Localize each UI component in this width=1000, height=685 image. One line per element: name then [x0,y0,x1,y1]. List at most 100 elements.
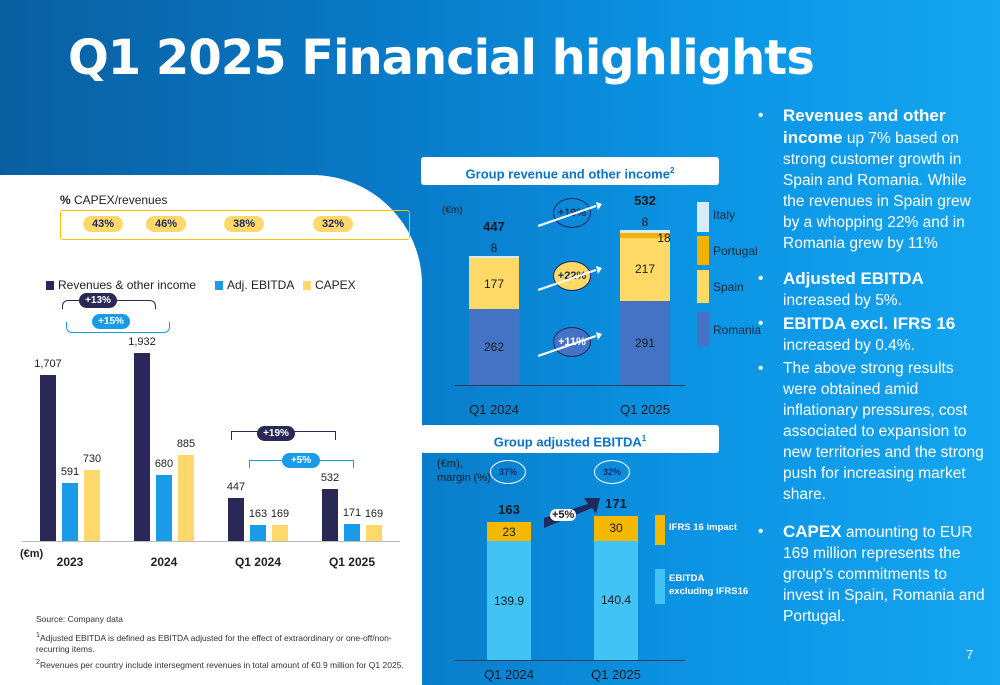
segment-label-romania-q1-2024: 262 [483,340,505,355]
value-label-adj-ebitda-2024: 680 [154,457,174,470]
capex-ratio-2023: 43% [83,216,123,232]
value-label-adj-ebitda-q1-2024: 163 [248,508,268,521]
margin-q1-2024: 37% [490,460,526,484]
total-label-q1-2025: 171 [605,495,627,511]
growth-ebitda-q1: +5% [282,453,320,468]
segment-label-italy-q1-2024: 8 [490,240,498,255]
growth-revenue-2024: +13% [79,293,117,308]
bar-capex-q1-2025 [366,524,382,541]
stack-ifrs-16-impact-q1-2025 [594,515,638,541]
bar-revenues-other-income-2023 [40,374,56,541]
stack-romania-q1-2025 [620,300,670,385]
legend-swatch-ebitda [215,281,223,291]
legend-swatch-ifrs16 [655,515,665,545]
legend-spain: Spain [713,280,744,294]
bar-revenues-other-income-2024 [134,353,150,541]
revenue-unit: (€m) [442,205,463,216]
left-panel [0,175,422,685]
segment-label-ifrs-16-impact-q1-2025: 30 [609,521,623,536]
legend-swatch-portugal [697,236,709,265]
legend-ebitda-ex: EBITDA excluding IFRS16 [669,573,749,597]
bar-revenues-other-income-q1-2025 [322,489,338,541]
legend-ifrs16: IFRS 16 impact [669,522,738,533]
margin-q1-2025: 32% [594,460,630,484]
arrow-total-icon [537,202,602,227]
revenue-axis [455,385,685,386]
legend-swatch-capex [303,281,311,291]
growth-revenue-q1: +19% [257,426,295,441]
stack-ebitda-excluding-ifrs16-q1-2025 [594,540,638,660]
bar-capex-2024 [178,454,194,541]
segment-label-spain-q1-2025: 217 [634,262,656,277]
legend-capex: CAPEX [303,278,356,292]
legend-italy: Italy [713,208,736,222]
bar-adj-ebitda-q1-2024 [250,525,266,541]
bar-adj-ebitda-2024 [156,474,172,541]
capex-ratio-q1-2024: 38% [224,216,264,232]
bar-capex-2023 [84,469,100,541]
highlights-list: Revenues and other income up 7% based on… [758,105,990,637]
ebitda-x-label-q1-2025: Q1 2025 [591,667,641,682]
bullet-ebitda-ifrs: EBITDA excl. IFRS 16 increased by 0.4%. [758,313,990,356]
bar-adj-ebitda-q1-2025 [344,524,360,541]
stack-ebitda-excluding-ifrs16-q1-2024 [487,541,531,660]
ebitda-unit: (€m), [437,458,463,470]
ebitda-unit-margin: margin (%) [437,472,491,484]
growth-ebitda-2024: +15% [92,314,130,329]
stack-portugal-q1-2025 [620,232,670,238]
group-revenue-title: Group revenue and other income2 [421,157,719,185]
value-label-revenues-other-income-2024: 1,932 [128,336,156,348]
footnote-2: 2Revenues per country include intersegme… [36,658,404,670]
ebitda-x-label-q1-2024: Q1 2024 [484,667,534,682]
legend-swatch-italy [697,202,709,232]
value-label-capex-q1-2024: 169 [270,507,290,520]
bullet-revenues: Revenues and other income up 7% based on… [758,105,990,254]
legend-revenues: Revenues & other income [46,278,196,292]
stack-italy-q1-2025 [620,230,670,233]
bar-capex-q1-2024 [272,524,288,541]
stack-spain-q1-2024 [469,257,519,310]
bar-revenues-other-income-q1-2024 [228,497,244,541]
x-label-2023: 2023 [56,555,84,569]
value-label-revenues-other-income-q1-2025: 532 [320,472,340,485]
value-label-adj-ebitda-q1-2025: 171 [342,507,362,520]
capex-ratio-label: % CAPEX/revenues [60,193,168,207]
total-label-q1-2024: 163 [498,501,520,517]
segment-label-ifrs-16-impact-q1-2024: 23 [502,524,516,539]
bar-adj-ebitda-2023 [62,483,78,541]
capex-ratio-2024: 46% [146,216,186,232]
total-label-q1-2024: 447 [483,218,505,234]
total-label-q1-2025: 532 [634,193,656,209]
footnote-1: 1Adjusted EBITDA is defined as EBITDA ad… [36,631,392,654]
ebitda-axis [455,660,685,661]
growth-circle-romania: +11% [553,327,591,357]
value-label-adj-ebitda-2023: 591 [60,466,80,479]
legend-romania: Romania [713,323,762,337]
left-unit-label: (€m) [20,548,44,560]
arrow-spain-icon [537,266,602,291]
value-label-capex-q1-2025: 169 [364,507,384,520]
page-title: Q1 2025 Financial highlights [68,30,815,86]
growth-bracket-ebitda-2024 [66,322,170,333]
stack-spain-q1-2025 [620,237,670,301]
segment-label-italy-q1-2025: 8 [641,215,649,230]
chart-baseline [22,541,400,542]
rev-x-label-q1-2024: Q1 2024 [469,402,519,417]
legend-swatch-revenues [46,281,54,291]
capex-ratio-box: 43% 46% 38% 32% [60,210,410,240]
source-note: Source: Company data [36,614,123,624]
value-label-capex-2023: 730 [82,452,102,465]
x-label-q1-2025: Q1 2025 [328,555,376,569]
value-label-capex-2024: 885 [176,437,196,450]
arrow-romania-icon [537,332,602,357]
capex-ratio-q1-2025: 32% [313,216,353,232]
stack-romania-q1-2024 [469,309,519,385]
legend-ebitda: Adj. EBITDA [215,278,294,292]
x-label-2024: 2024 [150,555,178,569]
value-label-revenues-other-income-2023: 1,707 [34,357,62,370]
segment-label-ebitda-excluding-ifrs16-q1-2025: 140.4 [600,593,632,608]
segment-label-romania-q1-2025: 291 [634,335,656,350]
legend-swatch-ebitda-ex [655,569,665,604]
legend-portugal: Portugal [713,244,758,258]
segment-label-portugal-q1-2025: 18 [657,230,671,245]
